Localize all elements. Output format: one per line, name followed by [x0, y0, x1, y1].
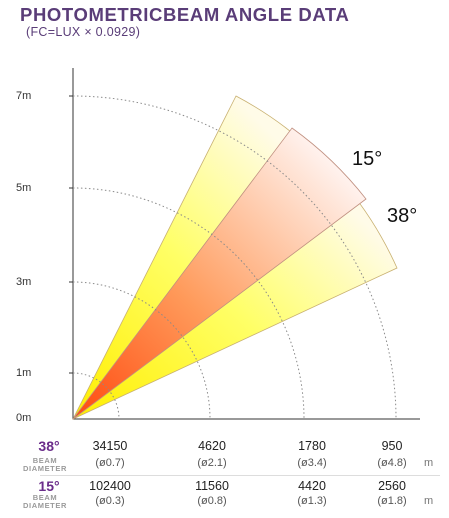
y-label-1m: 1m — [16, 367, 32, 379]
page-title: PHOTOMETRICBEAM ANGLE DATA — [20, 4, 350, 25]
diameter-value: (ø1.8) — [377, 495, 407, 507]
y-label-5m: 5m — [16, 182, 32, 194]
beam-diagram: 15° 38° — [69, 68, 420, 420]
subtitle: (FC=LUX × 0.0929) — [26, 25, 141, 39]
diameter-value: (ø2.1) — [197, 457, 227, 469]
diameter-value: (ø4.8) — [377, 457, 407, 469]
lux-value: 11560 — [195, 479, 229, 493]
y-label-3m: 3m — [16, 276, 32, 288]
lux-value: 102400 — [89, 479, 131, 493]
diameter-label-text: DIAMETER — [23, 464, 67, 473]
diameter-value: (ø3.4) — [297, 457, 327, 469]
arc-1m — [72, 372, 120, 420]
row-divider — [40, 475, 440, 476]
diameter-label-text: DIAMETER — [23, 501, 67, 510]
row-angle-15: 15° — [38, 478, 60, 494]
table-row-38: 38° BEAM DIAMETER 34150 4620 1780 950 (ø… — [0, 438, 449, 478]
arc-7m — [72, 95, 397, 420]
lux-value: 4620 — [198, 439, 226, 453]
table-row-15: 15° BEAM DIAMETER 102400 11560 4420 2560… — [0, 478, 449, 518]
row-angle-38: 38° — [38, 438, 60, 454]
lux-value: 34150 — [92, 439, 128, 453]
lux-value: 950 — [381, 439, 403, 453]
diameter-value: (ø0.8) — [197, 495, 227, 507]
diameter-value: (ø0.7) — [95, 457, 125, 469]
beam-label-text: BEAM — [32, 493, 58, 502]
unit-label: m — [424, 495, 434, 507]
arc-5m — [72, 187, 305, 420]
lux-value: 1780 — [298, 439, 326, 453]
diameter-value: (ø0.3) — [95, 495, 125, 507]
lux-value: 4420 — [298, 479, 326, 493]
beam-label-text: BEAM — [32, 456, 58, 465]
y-label-0m: 0m — [16, 412, 32, 424]
lux-value: 2560 — [378, 479, 406, 493]
distance-arcs — [72, 95, 397, 420]
diameter-value: (ø1.3) — [297, 495, 327, 507]
beam-label-38: 38° — [387, 205, 417, 227]
unit-label: m — [424, 457, 434, 469]
arc-3m — [72, 281, 211, 420]
beam-label-15: 15° — [352, 148, 382, 170]
y-ticks — [69, 95, 73, 374]
y-label-7m: 7m — [16, 90, 32, 102]
beam-15-sector — [72, 127, 367, 420]
